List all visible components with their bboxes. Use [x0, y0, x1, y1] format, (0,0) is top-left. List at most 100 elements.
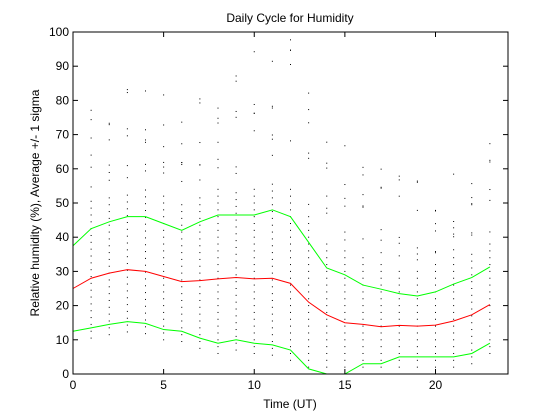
observation-point: [253, 236, 255, 238]
observation-point: [398, 255, 400, 257]
observation-point: [271, 204, 273, 206]
observation-point: [471, 232, 473, 234]
observation-point: [344, 145, 346, 147]
observation-point: [126, 92, 128, 94]
observation-point: [108, 279, 110, 281]
observation-point: [163, 332, 165, 334]
observation-point: [271, 265, 273, 267]
observation-point: [145, 244, 146, 246]
observation-point: [145, 333, 146, 335]
observation-point: [253, 298, 255, 300]
observation-point: [471, 335, 473, 337]
observation-point: [163, 216, 165, 218]
observation-point: [271, 245, 273, 247]
y-tick-label: 90: [56, 59, 70, 73]
observation-point: [163, 195, 165, 197]
observation-point: [126, 256, 128, 258]
observation-point: [326, 195, 328, 197]
observation-point: [344, 270, 346, 272]
observation-point: [489, 231, 491, 233]
observation-point: [308, 346, 310, 348]
observation-point: [235, 226, 237, 228]
observation-point: [145, 326, 146, 328]
observation-point: [471, 267, 473, 269]
observation-point: [108, 286, 110, 288]
observation-point: [108, 124, 110, 126]
observation-point: [271, 320, 273, 322]
observation-point: [489, 339, 491, 341]
observation-point: [416, 277, 418, 279]
observation-point: [181, 121, 183, 123]
observation-point: [398, 346, 400, 348]
observation-point: [489, 284, 491, 286]
observation-point: [199, 102, 201, 104]
observation-point: [489, 270, 491, 272]
observation-point: [217, 284, 219, 286]
y-tick-label: 30: [56, 264, 70, 278]
observation-point: [90, 234, 92, 236]
observation-point: [145, 292, 146, 294]
observation-point: [271, 306, 273, 308]
observation-point: [362, 264, 364, 266]
observation-point: [253, 223, 255, 225]
observation-point: [235, 335, 237, 337]
observation-point: [90, 337, 92, 339]
observation-point: [108, 265, 110, 267]
observation-point: [271, 354, 273, 356]
observation-point: [235, 166, 237, 168]
observation-point: [163, 339, 165, 341]
observation-point: [271, 197, 273, 199]
observation-point: [235, 274, 237, 276]
observation-point: [271, 279, 273, 281]
observation-point: [199, 142, 201, 144]
observation-point: [362, 359, 364, 361]
observation-point: [253, 209, 255, 211]
observation-point: [181, 272, 183, 274]
observation-point: [290, 346, 291, 348]
observation-point: [471, 253, 473, 255]
observation-point: [471, 322, 473, 324]
observation-point: [217, 209, 219, 211]
x-tick-label: 15: [338, 378, 352, 392]
observation-point: [145, 264, 146, 266]
y-axis-label: Relative humidity (%), Average +/- 1 sig…: [28, 89, 42, 316]
observation-point: [380, 339, 382, 341]
observation-point: [145, 203, 146, 205]
observation-point: [471, 363, 473, 365]
observation-point: [145, 223, 146, 225]
observation-point: [489, 264, 491, 266]
observation-point: [435, 209, 436, 211]
observation-point: [308, 298, 310, 300]
observation-point: [362, 166, 364, 168]
observation-point: [489, 143, 491, 145]
observation-point: [489, 325, 491, 327]
observation-point: [380, 252, 382, 254]
observation-point: [253, 257, 255, 259]
observation-point: [126, 324, 128, 326]
observation-point: [108, 334, 110, 336]
observation-point: [181, 258, 183, 260]
observation-point: [362, 257, 364, 259]
observation-point: [326, 270, 328, 272]
observation-point: [380, 229, 382, 231]
observation-point: [199, 98, 201, 100]
observation-point: [308, 311, 310, 313]
observation-point: [145, 129, 146, 131]
observation-point: [380, 318, 382, 320]
observation-point: [145, 189, 146, 191]
observation-point: [453, 352, 455, 354]
observation-point: [181, 217, 183, 219]
observation-point: [199, 320, 201, 322]
observation-point: [90, 282, 92, 284]
observation-point: [217, 264, 219, 266]
observation-point: [126, 304, 128, 306]
observation-point: [253, 311, 255, 313]
observation-point: [217, 158, 219, 160]
observation-point: [181, 252, 183, 254]
observation-point: [471, 294, 473, 296]
observation-point: [253, 277, 255, 279]
observation-point: [217, 229, 219, 231]
observation-point: [90, 255, 92, 257]
observation-point: [181, 313, 183, 315]
